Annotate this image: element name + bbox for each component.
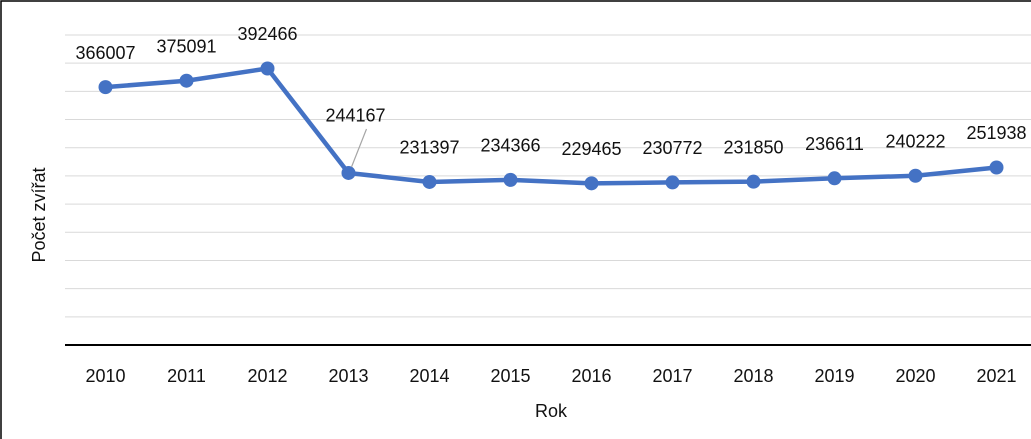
marker (827, 171, 842, 186)
marker (503, 172, 518, 187)
data-label: 240222 (885, 132, 945, 152)
marker (989, 160, 1004, 175)
data-label: 231397 (399, 138, 459, 158)
marker (260, 61, 275, 76)
x-tick-label: 2016 (571, 366, 611, 386)
marker (98, 80, 113, 95)
x-tick-label: 2018 (733, 366, 773, 386)
data-label: 230772 (642, 138, 702, 158)
x-tick-label: 2012 (247, 366, 287, 386)
data-label: 229465 (561, 139, 621, 159)
data-label: 234366 (480, 136, 540, 156)
leader-line (350, 128, 368, 168)
x-tick-label: 2015 (490, 366, 530, 386)
data-label: 236611 (805, 134, 864, 154)
x-tick-label: 2017 (652, 366, 692, 386)
marker (746, 174, 761, 189)
x-tick-label: 2019 (814, 366, 854, 386)
x-tick-label: 2020 (895, 366, 935, 386)
data-label: 244167 (325, 106, 385, 126)
x-tick-label: 2011 (167, 366, 206, 386)
x-tick-label: 2014 (409, 366, 449, 386)
marker (908, 168, 923, 183)
marker (665, 175, 680, 190)
data-label: 251938 (966, 123, 1026, 143)
x-tick-label: 2010 (85, 366, 125, 386)
marker (584, 176, 599, 191)
x-tick-label: 2013 (328, 366, 368, 386)
marker (179, 73, 194, 88)
y-axis-title: Počet zvířat (29, 167, 49, 262)
x-axis-title: Rok (535, 401, 568, 421)
data-label: 375091 (156, 36, 216, 56)
line (105, 66, 997, 186)
marker (422, 174, 437, 189)
data-label: 392466 (237, 24, 297, 44)
data-label: 366007 (75, 43, 135, 63)
data-label: 231850 (723, 137, 783, 157)
marker (341, 165, 356, 180)
x-tick-label: 2021 (976, 366, 1016, 386)
